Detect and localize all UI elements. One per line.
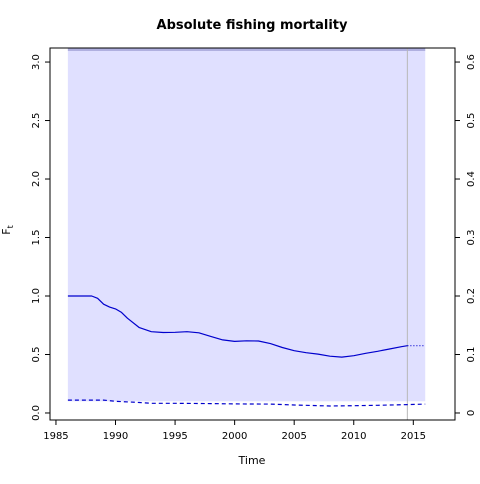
series-layer [67, 295, 426, 407]
y-axis-label: F [0, 228, 13, 234]
y-tick-label: 2.5 [31, 113, 42, 129]
y2-tick-label: 0.2 [466, 288, 477, 304]
y2-tick-label: 0 [466, 410, 477, 416]
y2-tick-label: 0.1 [466, 347, 477, 363]
x-tick-label: 1985 [43, 431, 68, 442]
y-tick-label: 1.5 [31, 230, 42, 246]
x-tick-label: 1995 [162, 431, 187, 442]
y2-tick-label: 0.4 [466, 171, 477, 187]
x-tick-label: 1990 [103, 431, 128, 442]
plot-frame [49, 47, 456, 421]
y2-tick-label: 0.6 [466, 54, 477, 70]
y-tick-label: 1.0 [31, 288, 42, 304]
y-tick-label: 0.5 [31, 347, 42, 363]
x-tick-label: 2010 [341, 431, 366, 442]
y-axis-label-subscript: t [6, 225, 15, 228]
series-line-dashed [67, 399, 426, 407]
y-axis-label-group: Ft [0, 225, 15, 234]
y2-tick-label: 0.3 [466, 230, 477, 246]
axes-layer: 1985 1990 1995 2000 2005 2010 2015 0.0 0.5 1.0 1.5… [31, 47, 477, 442]
series-line-solid [67, 295, 408, 358]
confidence-band-top [67, 48, 426, 51]
x-tick-label: 2000 [222, 431, 247, 442]
y2-tick-label: 0.5 [466, 113, 477, 129]
x-axis-label: Time [238, 454, 266, 467]
x-tick-label: 2005 [281, 431, 306, 442]
confidence-band [67, 48, 426, 402]
x-tick-label: 2015 [401, 431, 426, 442]
confidence-band-layer [67, 48, 426, 420]
y-tick-label: 0.0 [31, 405, 42, 421]
svg-text:Ft: Ft [0, 225, 15, 234]
chart-title: Absolute fishing mortality [157, 18, 348, 33]
y-tick-label: 2.0 [31, 171, 42, 187]
y-tick-label: 3.0 [31, 54, 42, 70]
